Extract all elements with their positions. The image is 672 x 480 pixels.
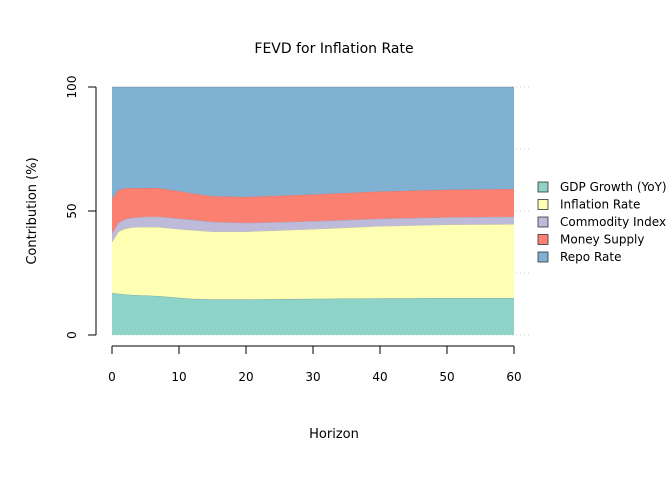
y-tick-label-2: 100	[65, 76, 79, 99]
y-tick-label-1: 50	[65, 203, 79, 218]
x-tick-label-5: 50	[439, 370, 454, 384]
x-tick-label-4: 40	[372, 370, 387, 384]
area-series-3	[112, 187, 514, 234]
legend-swatch-3	[537, 234, 549, 245]
legend: GDP Growth (YoY) Inflation Rate Commodity …	[537, 180, 667, 264]
y-axis-title: Contribution (%)	[25, 157, 40, 264]
area-series-2	[112, 216, 514, 242]
stacked-areas	[111, 86, 515, 335]
area-series-0	[112, 292, 514, 335]
x-tick-label-3: 30	[305, 370, 320, 384]
axes: 0 50 100 0 10 20 30 40 50 60	[65, 76, 522, 384]
legend-label-2: Commodity Index	[560, 215, 666, 229]
legend-swatch-1	[537, 199, 549, 210]
y-tick-label-0: 0	[65, 331, 79, 339]
legend-swatch-2	[537, 216, 549, 228]
legend-label-1: Inflation Rate	[560, 198, 640, 212]
legend-label-0: GDP Growth (YoY)	[560, 180, 667, 194]
area-series-1	[112, 224, 514, 300]
legend-swatch-0	[537, 181, 549, 193]
legend-label-3: Money Supply	[560, 233, 645, 247]
x-tick-label-6: 60	[506, 370, 521, 384]
x-tick-label-1: 10	[171, 370, 186, 384]
area-series-4	[112, 87, 514, 199]
legend-label-4: Repo Rate	[560, 250, 621, 264]
legend-swatch-4	[537, 251, 549, 263]
chart-title: FEVD for Inflation Rate	[254, 41, 413, 57]
x-axis-title: Horizon	[309, 427, 359, 442]
x-tick-label-2: 20	[238, 370, 253, 384]
x-tick-label-0: 0	[108, 370, 116, 384]
